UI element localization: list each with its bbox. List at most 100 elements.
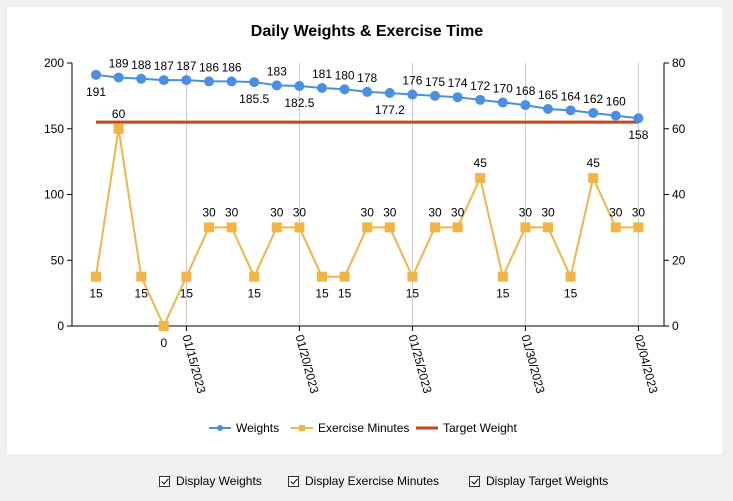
exercise-minutes-label: 15 — [406, 287, 420, 301]
weights-point — [181, 75, 192, 86]
weights-point — [430, 90, 440, 101]
exercise-minutes-label: 60 — [112, 107, 126, 121]
exercise-minutes-point — [384, 222, 395, 233]
weights-label: 168 — [515, 84, 535, 98]
exercise-minutes-point — [407, 271, 418, 282]
weights-label: 176 — [402, 74, 422, 88]
weights-point — [271, 80, 282, 91]
display-weights-checkbox[interactable]: Display Weights — [159, 474, 262, 488]
exercise-minutes-point — [136, 271, 147, 282]
left-tick-label: 100 — [44, 188, 64, 202]
weights-label: 160 — [606, 95, 626, 109]
exercise-minutes-label: 30 — [609, 205, 623, 219]
data-labels: 15 60 15 0 15 30 30 15 30 30 15 15 30 30 15 30 30 45 15 30 3… — [86, 56, 649, 350]
exercise-minutes-point — [339, 271, 350, 282]
weights-label: 164 — [561, 89, 581, 103]
exercise-minutes-point — [271, 222, 282, 233]
weights-label: 191 — [86, 85, 106, 99]
weights-label: 158 — [628, 128, 648, 142]
weights-point — [294, 81, 305, 92]
weights-point — [317, 82, 327, 93]
weights-label: 178 — [357, 71, 377, 85]
exercise-minutes-label: 15 — [564, 287, 578, 301]
exercise-minutes-label: 45 — [474, 156, 488, 170]
weights-point — [633, 113, 644, 124]
checkbox-box[interactable] — [159, 475, 170, 487]
legend-label: Target Weight — [443, 421, 517, 435]
weights-label: 182.5 — [284, 96, 314, 110]
weights-point — [452, 92, 463, 103]
weights-point — [588, 107, 599, 118]
weights-label: 180 — [335, 68, 355, 82]
weights-point — [362, 86, 373, 97]
weights-point — [565, 105, 576, 116]
weights-point — [339, 84, 350, 95]
legend-marker — [217, 425, 223, 431]
weights-label: 183 — [267, 64, 287, 78]
exercise-minutes-label: 30 — [202, 205, 216, 219]
checkbox-label: Display Target Weights — [486, 474, 609, 488]
weights-label: 174 — [448, 76, 468, 90]
exercise-minutes-point — [475, 173, 486, 184]
exercise-minutes-label: 15 — [180, 287, 194, 301]
weights-label: 185.5 — [239, 92, 269, 106]
display-exercise-minutes-checkbox[interactable]: Display Exercise Minutes — [288, 474, 439, 488]
legend: Weights Exercise Minutes Target Weight — [209, 421, 517, 435]
exercise-minutes-point — [158, 321, 169, 331]
display-target-weights-checkbox[interactable]: Display Target Weights — [469, 474, 608, 488]
weights-point — [497, 97, 508, 108]
exercise-minutes-point — [317, 271, 327, 282]
x-tick-label: 01/25/2023 — [406, 333, 435, 395]
weights-label: 187 — [154, 59, 174, 73]
right-tick-label: 40 — [672, 188, 686, 202]
exercise-minutes-point — [91, 271, 101, 282]
chart-panel: Daily Weights & Exercise Time 0 50 100 150 2… — [7, 7, 722, 454]
exercise-minutes-label: 0 — [160, 336, 167, 350]
weights-label: 162 — [583, 92, 603, 106]
exercise-minutes-label: 15 — [248, 287, 262, 301]
right-tick-label: 80 — [672, 56, 686, 70]
exercise-minutes-point — [226, 222, 237, 233]
exercise-minutes-label: 30 — [632, 205, 646, 219]
weights-point — [113, 72, 124, 83]
weights-label: 165 — [538, 88, 558, 102]
weights-label: 186 — [199, 60, 219, 74]
exercise-minutes-point — [610, 222, 621, 233]
exercise-minutes-label: 30 — [225, 205, 239, 219]
exercise-minutes-point — [543, 222, 553, 233]
exercise-minutes-label: 15 — [496, 287, 510, 301]
exercise-minutes-label: 15 — [315, 287, 329, 301]
exercise-minutes-label: 30 — [270, 205, 284, 219]
weights-label: 177.2 — [375, 103, 405, 117]
exercise-minutes-label: 30 — [361, 205, 375, 219]
chart-title: Daily Weights & Exercise Time — [251, 23, 484, 40]
legend-marker — [299, 425, 305, 431]
right-tick-label: 20 — [672, 253, 686, 267]
exercise-minutes-label: 30 — [541, 205, 555, 219]
left-tick-label: 0 — [57, 319, 64, 333]
weights-point — [407, 89, 418, 100]
weights-label: 187 — [176, 59, 196, 73]
weights-point — [543, 104, 553, 115]
x-tick-label: 01/20/2023 — [293, 333, 322, 395]
exercise-minutes-label: 45 — [587, 156, 601, 170]
weights-point — [384, 87, 395, 98]
exercise-minutes-label: 15 — [135, 287, 149, 301]
legend-label: Weights — [236, 421, 279, 435]
checkbox-box[interactable] — [288, 475, 299, 487]
weights-label: 189 — [109, 56, 129, 70]
exercise-minutes-point — [430, 222, 440, 233]
weights-exercise-chart: Daily Weights & Exercise Time 0501001502… — [44, 23, 686, 435]
checkbox-box[interactable] — [469, 475, 480, 487]
exercise-minutes-label: 15 — [338, 287, 352, 301]
exercise-minutes-point — [633, 222, 644, 233]
exercise-minutes-label: 30 — [293, 205, 307, 219]
exercise-minutes-point — [520, 222, 531, 233]
weights-point — [475, 94, 486, 105]
weights-point — [136, 73, 147, 84]
weights-point — [249, 77, 260, 88]
exercise-minutes-label: 30 — [428, 205, 442, 219]
weights-point — [610, 110, 621, 121]
weights-point — [91, 69, 101, 80]
exercise-minutes-point — [497, 271, 508, 282]
